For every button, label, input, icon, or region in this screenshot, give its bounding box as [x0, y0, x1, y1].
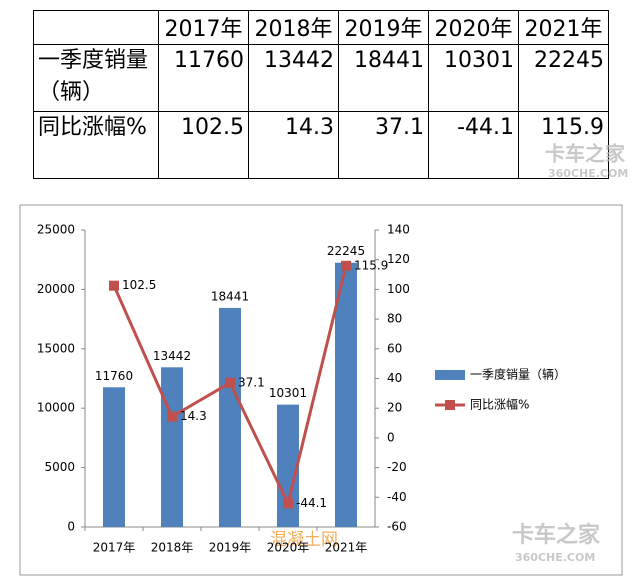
y2-tick-label: 100 [387, 282, 410, 296]
bar [161, 367, 183, 527]
bar [219, 307, 241, 527]
data-label: 10301 [269, 386, 307, 400]
cell: -44.1 [428, 111, 519, 179]
chart-frame [19, 204, 623, 576]
y2-tick-label: -40 [387, 490, 407, 504]
marker [167, 411, 177, 422]
data-table: 2017年 2018年 2019年 2020年 2021年 一季度销量（辆） 1… [33, 10, 609, 179]
legend-swatch [435, 370, 465, 380]
column-header: 2020年 [428, 10, 519, 45]
y2-tick-label: 20 [387, 401, 402, 415]
cell: 11760 [158, 44, 249, 112]
watermark: 360CHE.COM [548, 167, 628, 180]
table-row: 同比涨幅% 102.5 14.3 37.1 -44.1 115.9 [33, 111, 609, 179]
marker [341, 260, 351, 271]
y2-tick-label: 0 [387, 430, 395, 444]
legend-label: 同比涨幅% [470, 397, 529, 412]
y2-tick-label: -60 [387, 520, 407, 534]
bar [103, 387, 125, 527]
y-tick-label: 20000 [37, 282, 75, 296]
y2-tick-label: 120 [387, 252, 410, 266]
watermark: 卡车之家 [512, 522, 601, 548]
x-tick-label: 2021年 [325, 541, 368, 555]
y-tick-label: 15000 [37, 341, 75, 355]
y2-tick-label: 80 [387, 312, 402, 326]
y-tick-label: 0 [67, 520, 75, 534]
cell: 13442 [248, 44, 339, 112]
data-label: 13442 [153, 349, 191, 363]
column-header: 2019年 [338, 10, 429, 45]
data-label: 11760 [95, 369, 133, 383]
y2-tick-label: 40 [387, 371, 402, 385]
cell: 37.1 [338, 111, 429, 179]
bar [335, 262, 357, 527]
y2-tick-label: 60 [387, 341, 402, 355]
y-tick-label: 10000 [37, 401, 75, 415]
data-label: 18441 [211, 289, 249, 303]
marker [283, 498, 293, 509]
data-label: 102.5 [122, 278, 156, 292]
cell: 22245 [518, 44, 609, 112]
x-tick-label: 2017年 [93, 541, 136, 555]
column-header: 2021年 [518, 10, 609, 45]
table-row: 一季度销量（辆） 11760 13442 18441 10301 22245 [33, 44, 609, 112]
cell: 102.5 [158, 111, 249, 179]
marker [225, 377, 235, 388]
data-label: 14.3 [180, 409, 207, 423]
cell: 10301 [428, 44, 519, 112]
legend-label: 一季度销量（辆） [470, 367, 566, 382]
y2-tick-label: -20 [387, 460, 407, 474]
y-tick-label: 5000 [44, 460, 75, 474]
bar [277, 404, 299, 527]
x-tick-label: 2020年 [267, 541, 310, 555]
x-tick-label: 2019年 [209, 541, 252, 555]
watermark: 混凝土网 [270, 530, 338, 550]
data-label: 115.9 [354, 258, 388, 272]
data-label: -44.1 [296, 496, 327, 510]
y2-tick-label: 140 [387, 223, 410, 237]
data-label: 22245 [327, 244, 365, 258]
y-tick-label: 25000 [37, 223, 75, 237]
data-label: 37.1 [238, 375, 265, 389]
cell: 115.9 [518, 111, 609, 179]
watermark: 360CHE.COM [515, 551, 595, 564]
cell: 18441 [338, 44, 429, 112]
row-label: 一季度销量（辆） [33, 44, 159, 112]
x-tick-label: 2018年 [151, 541, 194, 555]
watermark: 卡车之家 [545, 142, 626, 166]
row-label: 同比涨幅% [33, 111, 159, 179]
legend-swatch [445, 400, 455, 410]
marker [109, 280, 119, 291]
